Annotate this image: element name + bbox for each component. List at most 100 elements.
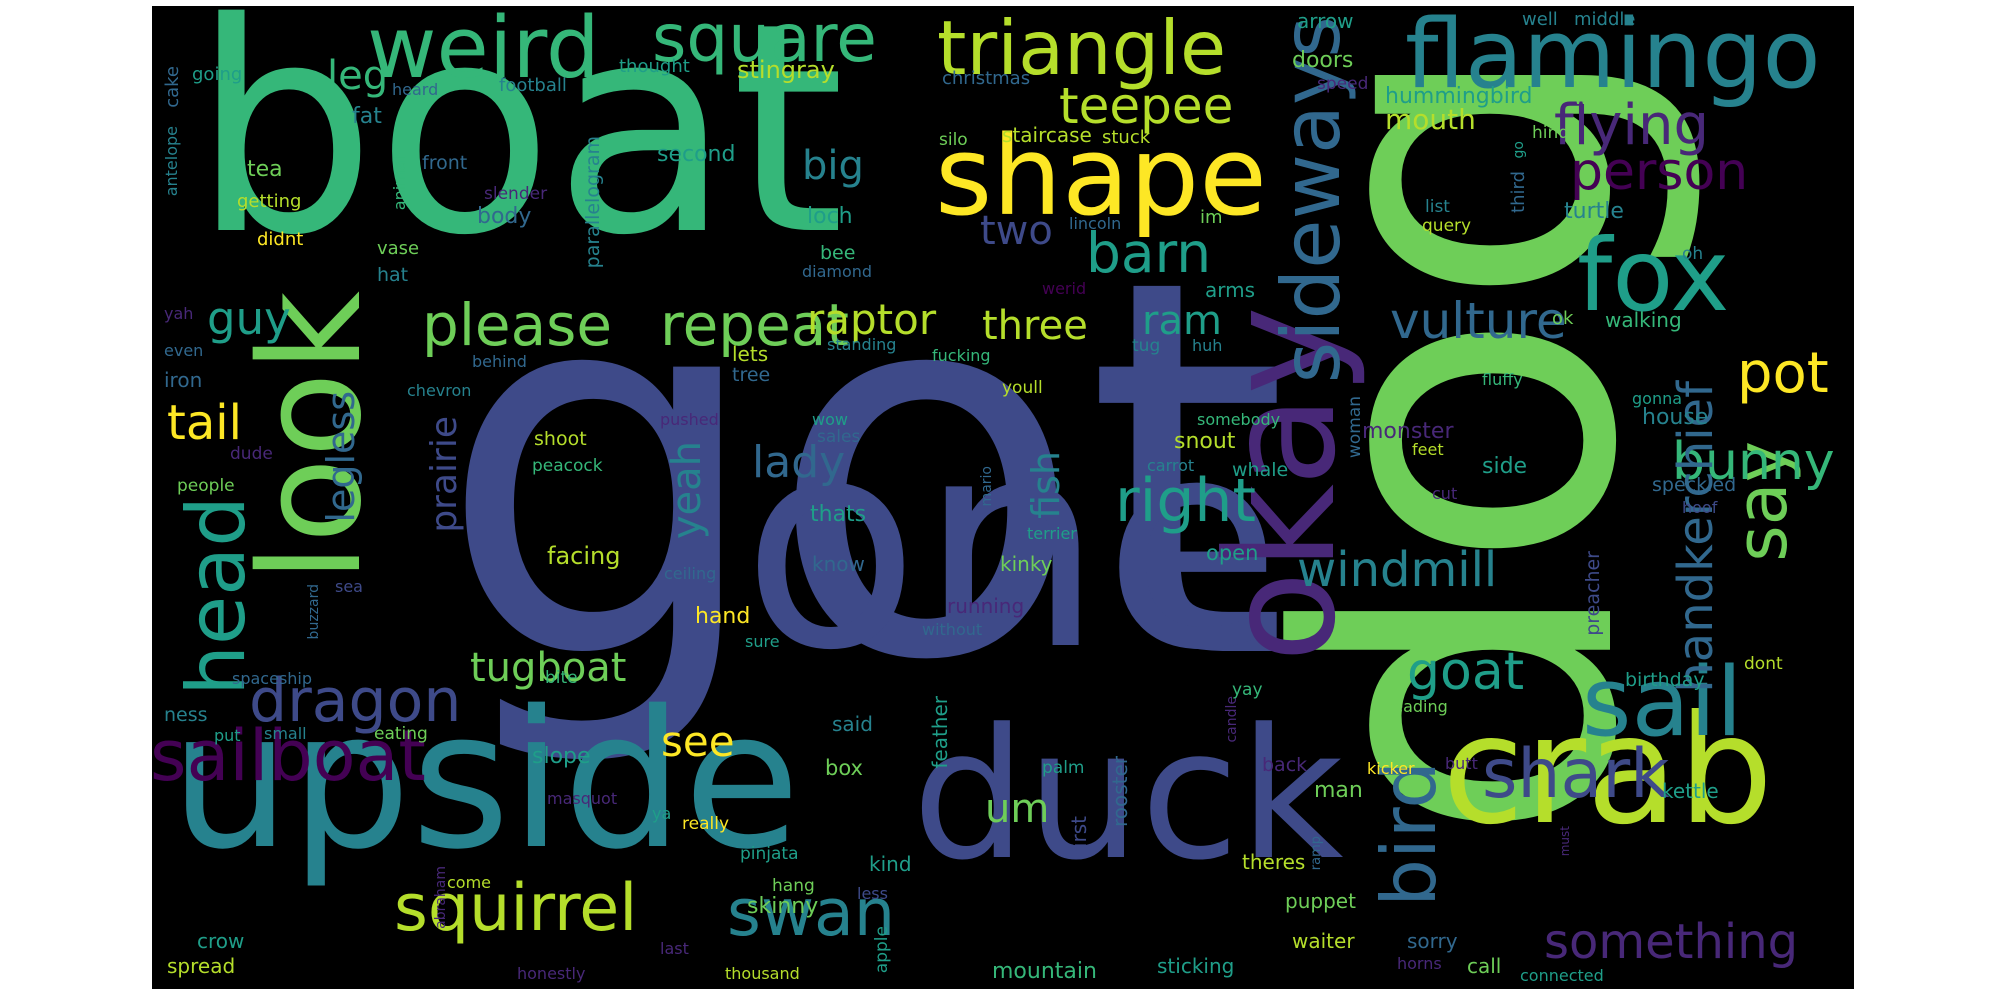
word-bite: bite (545, 668, 578, 688)
word-wow: wow (812, 410, 848, 429)
word-wait: wait (1574, 89, 1610, 109)
word-reading: reading (1387, 697, 1448, 716)
word-please: please (422, 291, 613, 359)
word-said: said (832, 712, 873, 736)
word-cloud: got boat dog one upside duck crab look flamingo o… (152, 6, 1854, 989)
word-third: third (1508, 171, 1529, 213)
word-vase: vase (377, 238, 420, 259)
word-put: put (214, 726, 241, 745)
word-masquot: masquot (547, 789, 618, 808)
word-turtle: turtle (1564, 199, 1624, 224)
word-theres: theres (1242, 850, 1306, 874)
word-tugboat: tugboat (470, 645, 627, 691)
word-puppet: puppet (1285, 889, 1356, 913)
word-yeah: yeah (664, 441, 710, 540)
word-stuck: stuck (1102, 127, 1151, 148)
word-lady: lady (752, 437, 846, 488)
word-rooster: rooster (1108, 756, 1132, 828)
word-fat: fat (352, 104, 382, 129)
word-hummingbird: hummingbird (1385, 84, 1533, 109)
word-front: front (422, 152, 468, 174)
word-stingray: stingray (737, 56, 835, 84)
word-mountain: mountain (992, 959, 1097, 984)
word-middle: middle (1574, 9, 1636, 30)
word-leg: leg (327, 53, 389, 99)
word-dont: dont (1744, 654, 1783, 674)
word-apple: apple (872, 926, 892, 974)
word-chevron: chevron (407, 381, 472, 400)
word-triangle: triangle (937, 6, 1227, 92)
word-gonna: gonna (1632, 389, 1683, 408)
word-two: two (980, 208, 1053, 254)
word-mouth: mouth (1385, 103, 1476, 136)
word-lets: lets (732, 342, 769, 366)
word-kinky: kinky (1000, 552, 1053, 576)
word-lincoln: lincoln (1069, 214, 1122, 233)
word-hind: hind (1532, 123, 1570, 143)
word-vulture: vulture (1390, 292, 1567, 350)
word-fox: fox (1577, 217, 1730, 334)
word-without: without (922, 620, 983, 639)
word-last: last (660, 939, 689, 958)
word-honestly: honestly (517, 964, 586, 983)
word-cut: cut (1432, 484, 1458, 503)
word-guy: guy (207, 292, 291, 345)
word-windmill: windmill (1297, 542, 1498, 598)
word-skinny: skinny (747, 894, 819, 919)
word-carrot: carrot (1147, 456, 1195, 475)
word-monster: monster (1362, 419, 1454, 444)
word-arrow: arrow (1297, 9, 1354, 33)
word-slender: slender (484, 184, 548, 204)
word-bunny: bunny (1672, 432, 1835, 492)
word-well: well (1522, 9, 1558, 30)
word-silo: silo (939, 130, 968, 150)
word-feet: feet (1412, 440, 1444, 459)
word-buzzard: buzzard (306, 584, 322, 640)
word-sticking: sticking (1157, 954, 1235, 978)
word-call: call (1467, 954, 1502, 978)
word-sail: sail (1582, 648, 1743, 758)
word-sailboat: sailboat (152, 715, 426, 797)
word-tail: tail (167, 395, 242, 451)
word-sure: sure (745, 632, 780, 651)
word-ram: ram (1142, 298, 1222, 344)
word-parallelogram: parallelogram (582, 136, 604, 269)
word-werid: werid (1042, 279, 1087, 298)
word-something: something (1544, 914, 1799, 970)
word-tree: tree (732, 364, 771, 386)
word-teepee: teepee (1059, 77, 1234, 135)
word-really: really (682, 814, 729, 834)
word-dragon: dragon (249, 666, 462, 736)
word-crab: crab (1442, 684, 1774, 858)
word-even: even (164, 341, 204, 360)
word-sea: sea (335, 577, 363, 596)
word-one: one (742, 377, 1282, 714)
word-thought: thought (619, 56, 690, 77)
word-sales: sales (817, 427, 861, 447)
word-kettle: kettle (1662, 779, 1719, 803)
word-back: back (1262, 754, 1308, 776)
word-youll: youll (1002, 378, 1043, 398)
word-know: know (812, 552, 865, 576)
word-pinjata: pinjata (740, 844, 799, 864)
word-ramp: ramp (1309, 836, 1324, 871)
word-behind: behind (472, 352, 527, 371)
word-getting: getting (237, 191, 302, 212)
word-house: house (1642, 405, 1709, 430)
word-big: big (802, 143, 864, 189)
word-going: going (192, 64, 243, 85)
word-pushed: pushed (660, 410, 719, 429)
word-raptor: raptor (807, 295, 937, 344)
word-pot: pot (1737, 341, 1829, 406)
word-flying: flying (1554, 93, 1710, 158)
word-facing: facing (547, 542, 621, 570)
word-preacher: preacher (1582, 551, 1604, 636)
word-duck: duck (912, 691, 1344, 900)
word-goat: goat (1407, 642, 1525, 702)
word-connected: connected (1520, 966, 1604, 985)
word-go: go (1511, 141, 1527, 159)
word-speckled: speckled (1652, 474, 1737, 496)
word-box: box (825, 756, 863, 780)
word-standing: standing (827, 335, 897, 354)
word-snout: snout (1174, 429, 1236, 454)
